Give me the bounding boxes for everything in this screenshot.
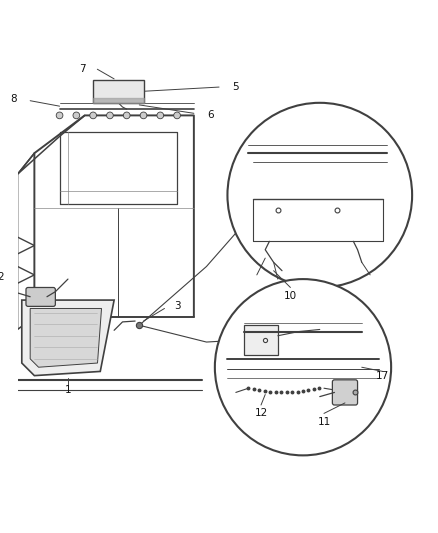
Circle shape [124, 112, 130, 119]
Circle shape [215, 279, 391, 455]
Circle shape [90, 112, 96, 119]
FancyBboxPatch shape [93, 80, 144, 103]
Polygon shape [30, 309, 102, 367]
Circle shape [56, 112, 63, 119]
Circle shape [174, 112, 180, 119]
Circle shape [106, 112, 113, 119]
Text: 3: 3 [174, 301, 180, 311]
Polygon shape [244, 325, 278, 354]
Circle shape [73, 112, 80, 119]
Text: 11: 11 [318, 417, 331, 427]
Text: 5: 5 [233, 82, 239, 92]
Text: 8: 8 [10, 94, 17, 103]
Text: 1: 1 [65, 385, 71, 395]
FancyBboxPatch shape [26, 287, 55, 306]
Text: 17: 17 [376, 370, 389, 381]
Text: 12: 12 [254, 408, 268, 418]
Polygon shape [22, 300, 114, 376]
Text: 10: 10 [284, 291, 297, 301]
Circle shape [140, 112, 147, 119]
Text: 2: 2 [0, 272, 4, 282]
FancyBboxPatch shape [332, 380, 357, 405]
Circle shape [157, 112, 164, 119]
Text: 7: 7 [79, 64, 86, 74]
Circle shape [227, 103, 412, 287]
Text: 6: 6 [207, 110, 214, 120]
